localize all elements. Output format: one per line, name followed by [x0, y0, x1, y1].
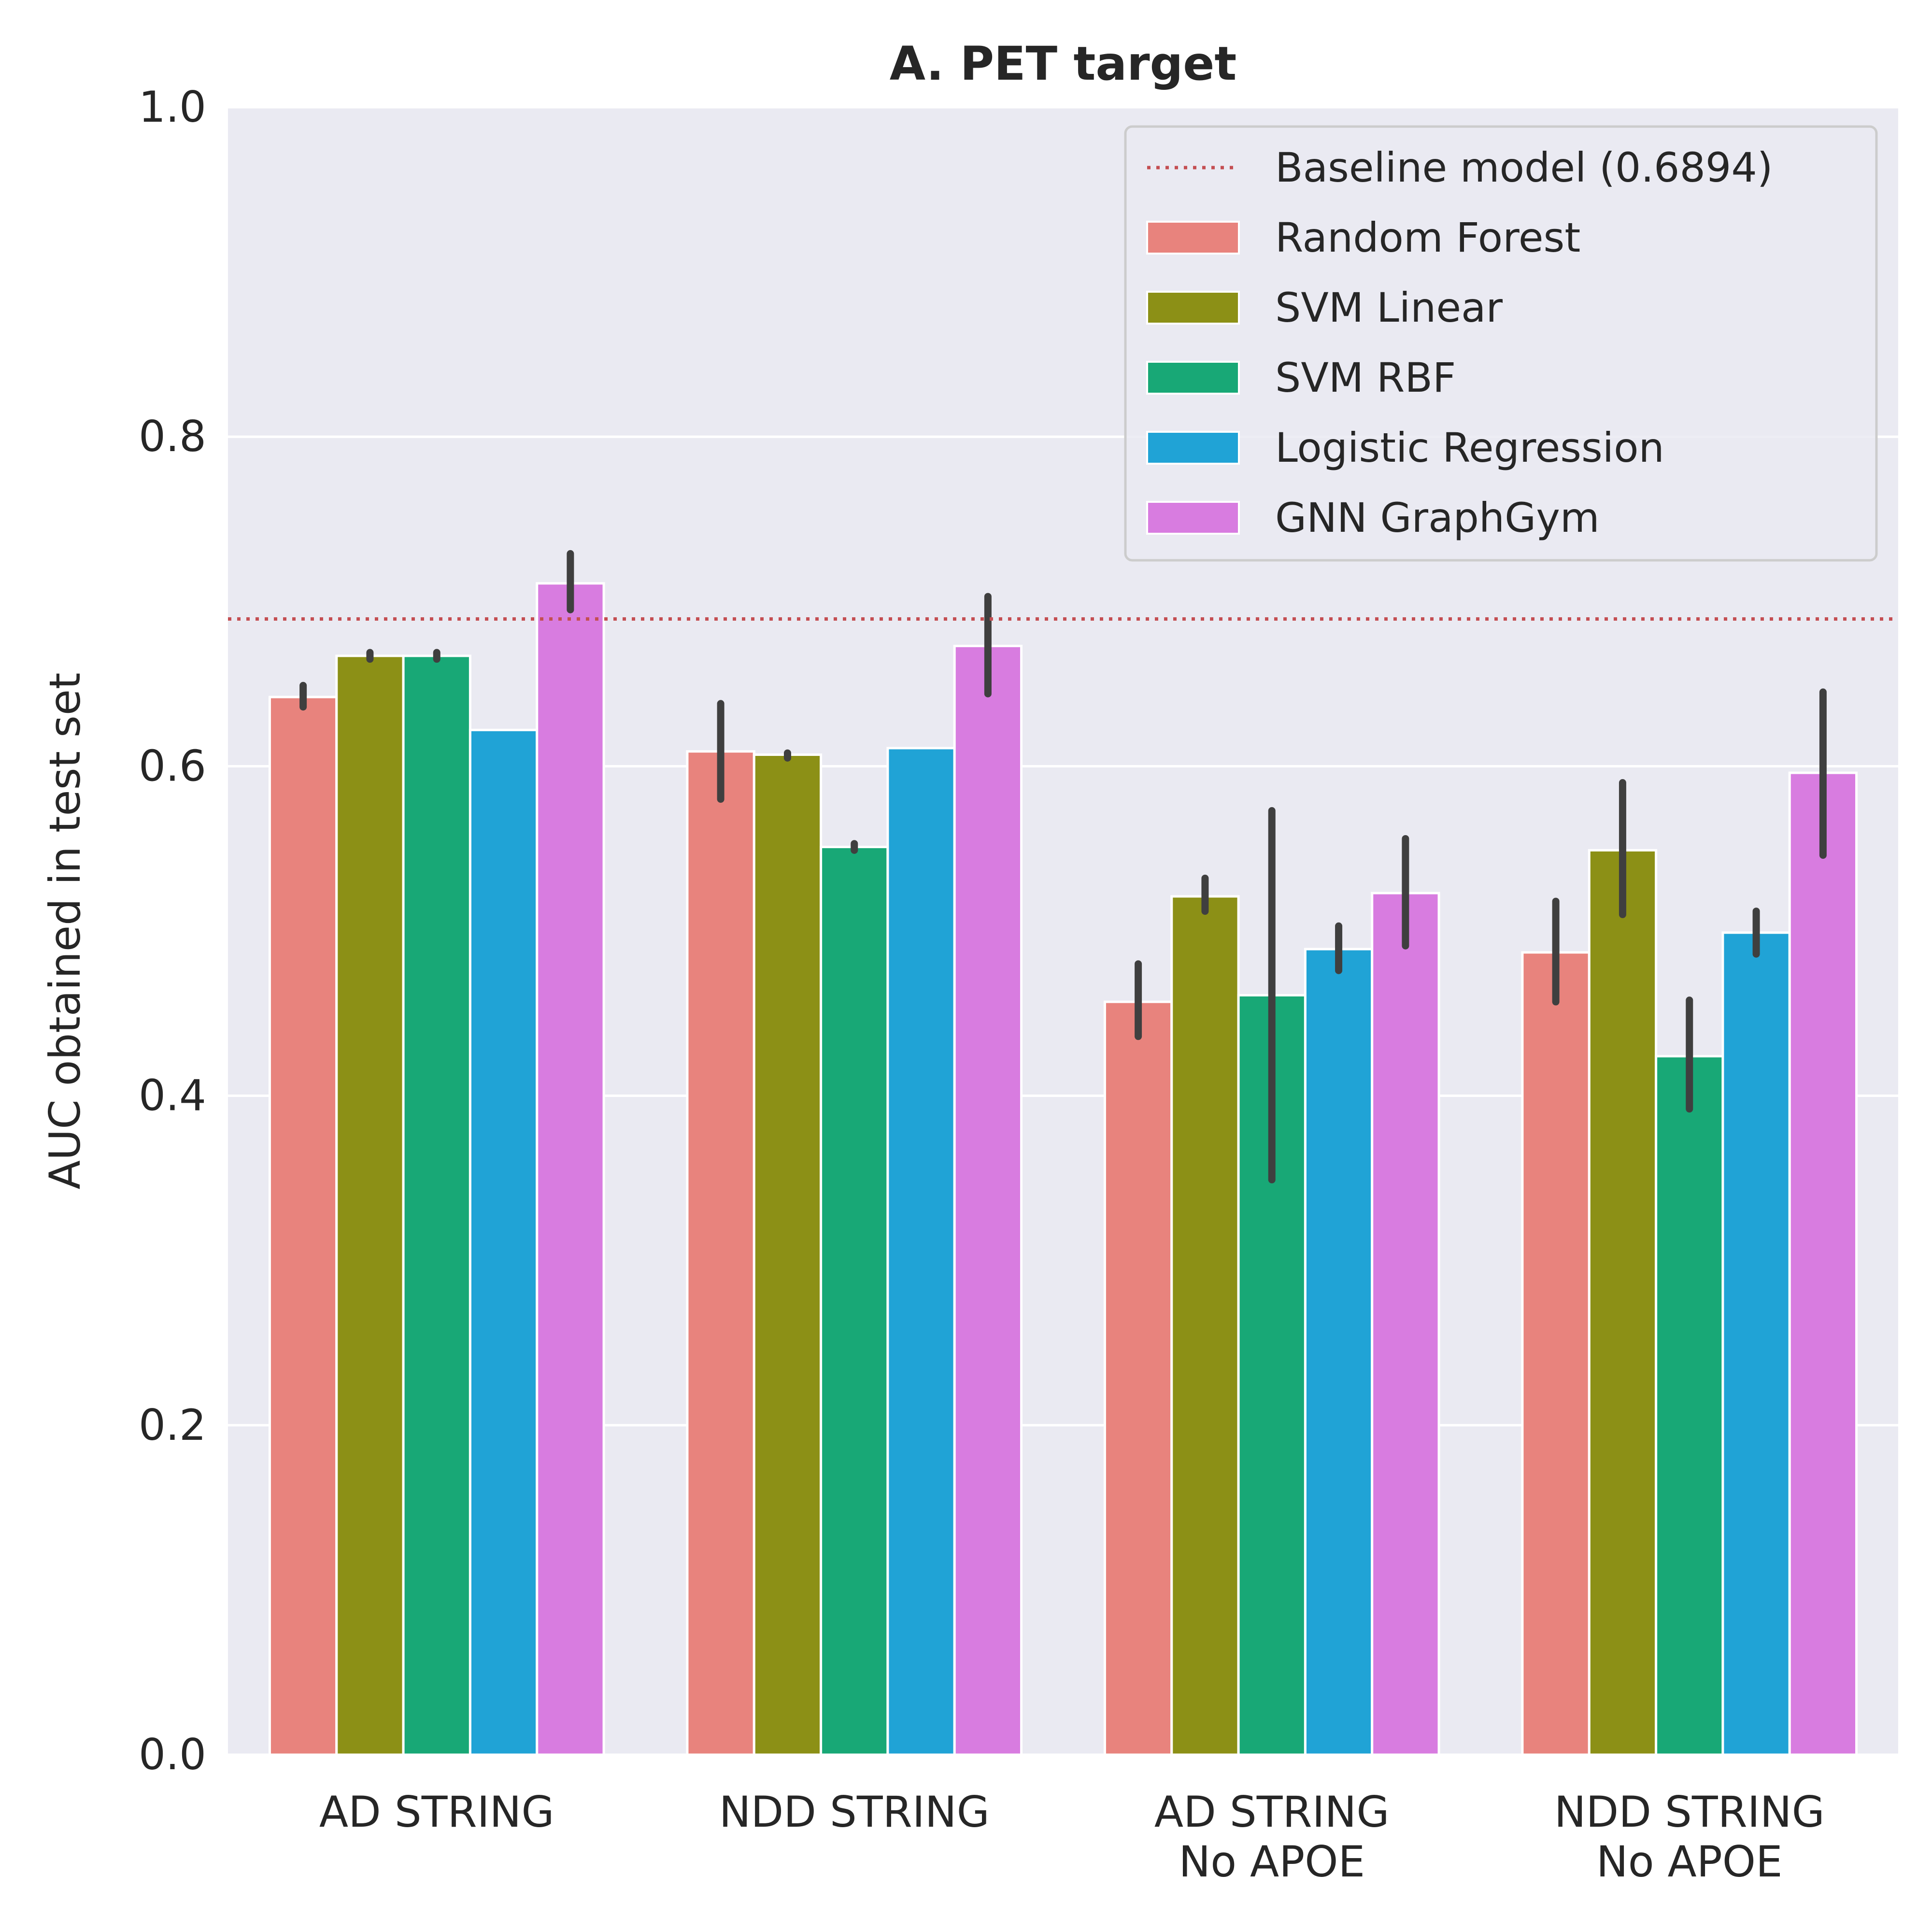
bar [820, 846, 889, 1756]
x-tick-label: AD STRING No APOE [1154, 1787, 1390, 1887]
legend-label: Random Forest [1275, 214, 1580, 261]
legend: Baseline model (0.6894) Random Forest SVM … [1124, 125, 1878, 562]
legend-label: Logistic Regression [1275, 424, 1664, 471]
y-axis-label: AUC obtained in test set [40, 672, 90, 1189]
legend-marker [1146, 291, 1240, 325]
legend-marker [1146, 221, 1240, 255]
legend-label: GNN GraphGym [1275, 494, 1600, 541]
x-tick-label: NDD STRING No APOE [1554, 1787, 1825, 1887]
bar [686, 750, 755, 1756]
y-tick-label: 0.4 [139, 1071, 206, 1121]
bar [335, 654, 405, 1756]
y-tick-label: 0.6 [139, 741, 206, 791]
legend-label: SVM RBF [1275, 354, 1456, 401]
x-tick-label: AD STRING [319, 1787, 554, 1837]
bar [753, 753, 823, 1756]
bar [1103, 1000, 1173, 1756]
y-tick-label: 0.8 [139, 412, 206, 461]
x-tick-label: NDD STRING [719, 1787, 990, 1837]
bars [268, 582, 1858, 1756]
bar [268, 696, 338, 1756]
bar [1721, 931, 1791, 1756]
bar [536, 582, 605, 1756]
bar [1170, 895, 1240, 1756]
legend-label: SVM Linear [1275, 284, 1503, 331]
bar [1588, 849, 1658, 1756]
y-tick-label: 0.0 [139, 1730, 206, 1779]
bar [1521, 951, 1591, 1756]
chart-title: A. PET target [890, 37, 1237, 91]
legend-frame [1124, 125, 1878, 562]
legend-label: Baseline model (0.6894) [1275, 144, 1773, 191]
y-tick-labels: 0.0 0.2 0.4 0.6 0.8 1.0 [139, 82, 206, 1779]
bar [1655, 1055, 1724, 1756]
error-bars [299, 550, 1827, 1184]
legend-marker [1146, 501, 1240, 535]
bar [1304, 948, 1374, 1756]
legend-marker [1146, 361, 1240, 395]
bar [1371, 892, 1440, 1756]
bar [953, 644, 1023, 1756]
y-tick-label: 0.2 [139, 1400, 206, 1450]
bar [402, 654, 471, 1756]
bar [1788, 771, 1858, 1756]
bar [886, 747, 956, 1756]
legend-marker [1146, 431, 1240, 465]
bar [469, 728, 539, 1756]
y-tick-label: 1.0 [139, 82, 206, 132]
x-tick-labels: AD STRING NDD STRING AD STRING No APOE NDD S… [319, 1787, 1825, 1887]
